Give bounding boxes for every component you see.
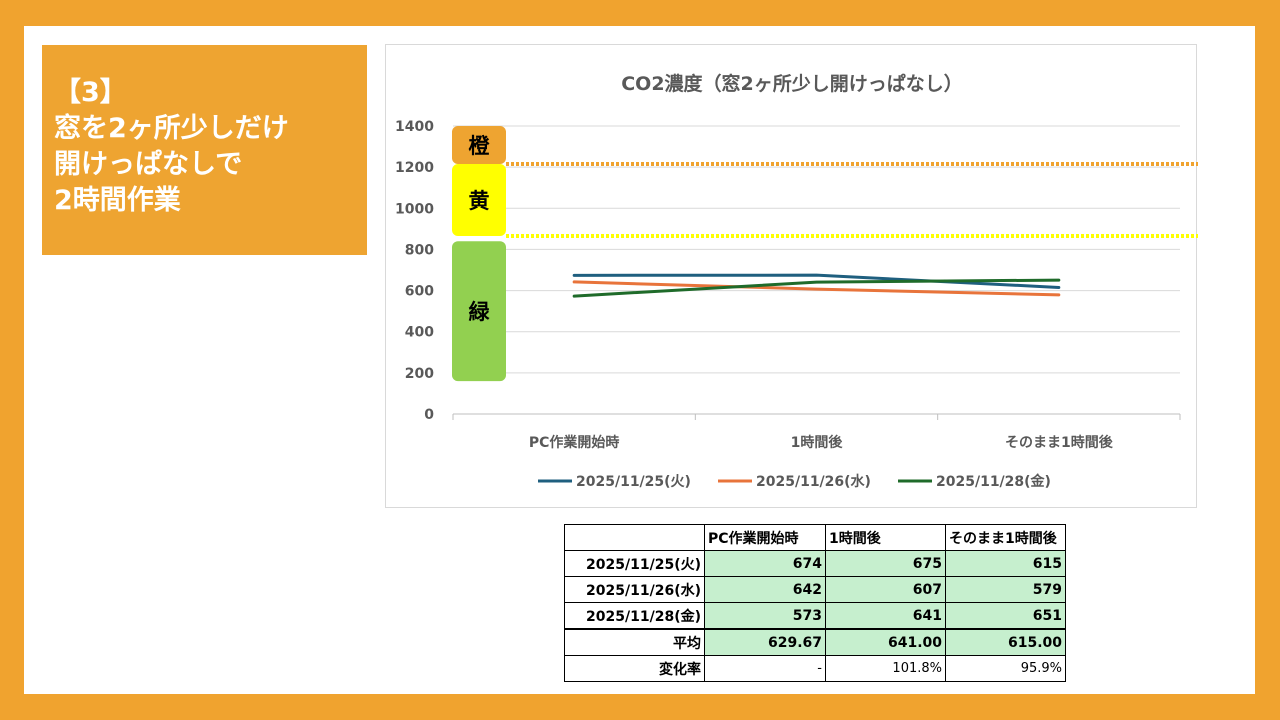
y-tick-label: 0	[424, 407, 434, 423]
data-table: PC作業開始時 1時間後 そのまま1時間後 2025/11/25(火) 674 …	[564, 524, 1066, 682]
row-label: 2025/11/25(火)	[564, 550, 705, 577]
y-tick-label: 400	[405, 325, 434, 341]
table-cell: 675	[825, 550, 946, 577]
y-tick-label: 200	[405, 366, 434, 382]
slide-title-box: 【3】 窓を2ヶ所少しだけ 開けっぱなしで 2時間作業	[42, 45, 367, 255]
table-row: 2025/11/26(水) 642 607 579	[564, 576, 1066, 603]
zone-band	[452, 241, 506, 382]
y-tick-label: 1000	[395, 201, 434, 217]
row-label: 2025/11/26(水)	[564, 576, 705, 603]
table-cell: 651	[945, 602, 1066, 630]
title-line-2: 窓を2ヶ所少しだけ	[54, 113, 289, 144]
table-header-cell: PC作業開始時	[704, 524, 826, 551]
series-line	[572, 278, 1061, 298]
title-line-3: 開けっぱなしで	[54, 149, 243, 180]
average-label: 平均	[564, 628, 705, 656]
table-average-row: 平均 629.67 641.00 615.00	[564, 628, 1066, 656]
rate-cell: 101.8%	[825, 655, 946, 682]
legend-entry: 2025/11/26(水)	[756, 473, 871, 490]
table-header-cell: 1時間後	[825, 524, 946, 551]
table-row: 2025/11/25(火) 674 675 615	[564, 550, 1066, 577]
table-header-cell-corner	[564, 524, 705, 551]
zone-band	[452, 126, 506, 165]
table-cell: 642	[704, 576, 826, 603]
row-label: 2025/11/28(金)	[564, 602, 705, 630]
zone-label: 黄	[469, 189, 490, 213]
average-cell: 629.67	[704, 628, 826, 656]
zone-band	[452, 164, 506, 237]
x-tick-label: 1時間後	[791, 434, 844, 451]
table-cell: 579	[945, 576, 1066, 603]
rate-cell: -	[704, 655, 826, 682]
table-cell: 615	[945, 550, 1066, 577]
x-tick-label: そのまま1時間後	[1005, 434, 1114, 451]
table-header-cell: そのまま1時間後	[945, 524, 1066, 551]
y-tick-label: 800	[405, 242, 434, 258]
rate-label: 変化率	[564, 655, 705, 682]
co2-line-chart: CO2濃度（窓2ヶ所少し開けっぱなし） 0 200 400 600 800 1000 1200…	[395, 72, 1198, 490]
series-line	[572, 273, 1061, 289]
table-header-row: PC作業開始時 1時間後 そのまま1時間後	[564, 524, 1066, 551]
title-line-1: 【3】	[54, 77, 127, 108]
zone-label: 緑	[469, 300, 491, 324]
average-cell: 641.00	[825, 628, 946, 656]
table-rate-row: 変化率 - 101.8% 95.9%	[564, 655, 1066, 682]
title-line-4: 2時間作業	[54, 185, 181, 216]
y-tick-label: 600	[405, 284, 434, 300]
average-cell: 615.00	[945, 628, 1066, 656]
table-cell: 674	[704, 550, 826, 577]
table-cell: 607	[825, 576, 946, 603]
series-line	[572, 280, 1061, 297]
y-tick-label: 1200	[395, 160, 434, 176]
slide: 【3】 窓を2ヶ所少しだけ 開けっぱなしで 2時間作業 CO2濃度（窓2ヶ所少し…	[24, 26, 1255, 694]
table-cell: 641	[825, 602, 946, 630]
chart-frame[interactable]: CO2濃度（窓2ヶ所少し開けっぱなし） 0 200 400 600 800 1000 1200…	[385, 44, 1198, 508]
y-tick-label: 1400	[395, 119, 434, 135]
zone-label: 橙	[469, 134, 491, 158]
legend-entry: 2025/11/28(金)	[936, 473, 1051, 490]
chart-title: CO2濃度（窓2ヶ所少し開けっぱなし）	[621, 72, 963, 95]
table-cell: 573	[704, 602, 826, 630]
legend-entry: 2025/11/25(火)	[576, 474, 691, 490]
x-tick-label: PC作業開始時	[529, 434, 620, 451]
rate-cell: 95.9%	[945, 655, 1066, 682]
table-row: 2025/11/28(金) 573 641 651	[564, 602, 1066, 630]
